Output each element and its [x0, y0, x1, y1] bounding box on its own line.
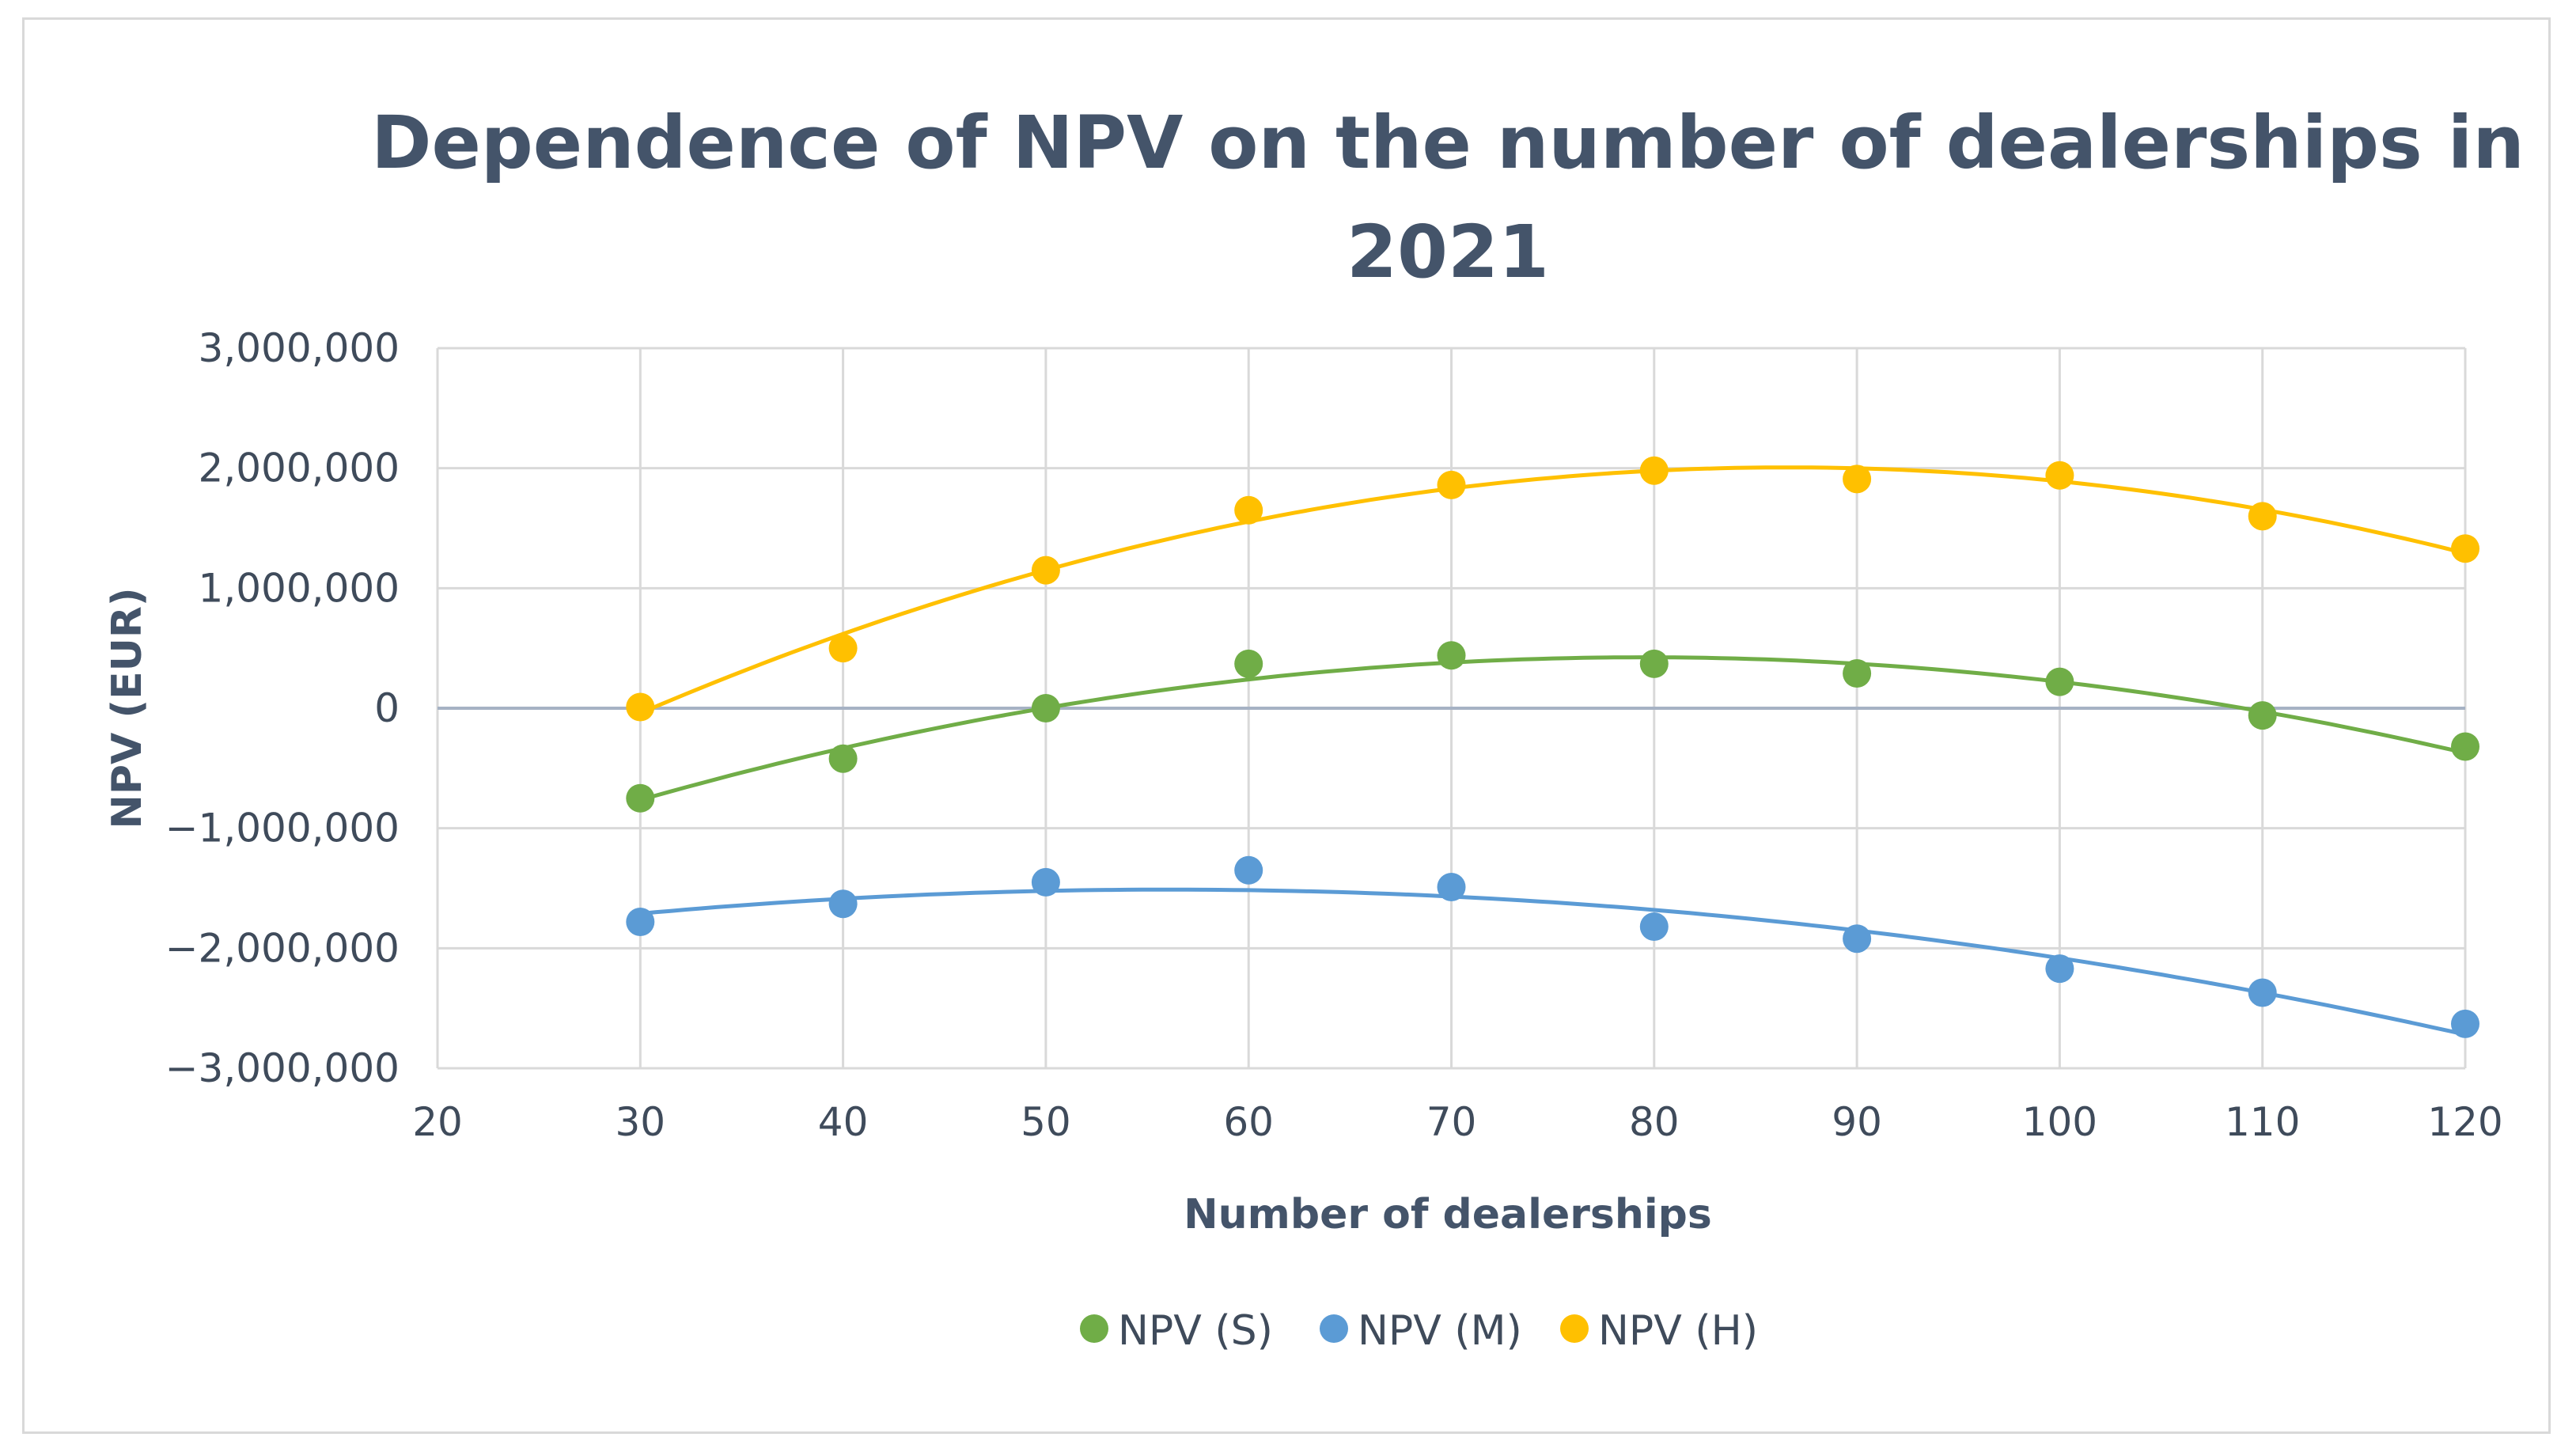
data-point — [1639, 456, 1669, 485]
y-tick-label: 2,000,000 — [199, 446, 400, 491]
data-point — [1639, 912, 1669, 942]
trendline — [639, 465, 2466, 715]
chart-frame — [22, 17, 2551, 1434]
data-point — [828, 889, 858, 919]
y-axis-ticks: 3,000,000 2,000,000 1,000,000 0 −1,000,000 −2… — [165, 325, 400, 1091]
data-point — [2045, 461, 2074, 490]
data-point — [2248, 978, 2277, 1007]
data-point — [1031, 555, 1060, 585]
legend-label: NPV (S) — [1118, 1307, 1273, 1355]
legend-marker — [1320, 1314, 1348, 1343]
x-axis-title: Number of dealerships — [1184, 1191, 1712, 1238]
data-point — [1437, 470, 1466, 499]
data-point — [1234, 855, 1263, 885]
y-tick-label: −3,000,000 — [165, 1045, 400, 1091]
trendline — [640, 887, 2466, 1037]
x-tick-label: 60 — [1223, 1099, 1274, 1145]
data-point — [828, 744, 858, 773]
chart-title: Dependence of NPV on the number of deale… — [371, 100, 2525, 294]
legend-label: NPV (H) — [1598, 1307, 1758, 1355]
data-point — [2451, 1009, 2479, 1038]
data-point — [1843, 924, 1872, 954]
data-point — [2045, 667, 2074, 696]
legend-marker — [1560, 1314, 1589, 1343]
data-point — [1234, 495, 1263, 525]
legend: NPV (S) NPV (M) NPV (H) — [1080, 1307, 1758, 1355]
x-tick-label: 100 — [2022, 1099, 2097, 1145]
data-point — [1234, 649, 1263, 678]
x-tick-label: 120 — [2427, 1099, 2502, 1145]
data-points — [626, 456, 2479, 1038]
x-tick-label: 20 — [412, 1099, 463, 1145]
legend-label: NPV (M) — [1358, 1307, 1522, 1355]
y-tick-label: 0 — [374, 685, 400, 731]
chart-title-line-2: 2021 — [1347, 210, 1549, 294]
x-tick-label: 40 — [818, 1099, 869, 1145]
chart-title-line-1: Dependence of NPV on the number of deale… — [371, 100, 2525, 185]
x-tick-label: 50 — [1021, 1099, 1071, 1145]
data-point — [626, 692, 655, 722]
data-point — [1031, 694, 1060, 722]
y-tick-label: −1,000,000 — [165, 806, 400, 851]
trendline — [639, 655, 2466, 802]
x-axis-ticks: 20 30 40 50 60 70 80 90 100 110 120 — [412, 1099, 2503, 1145]
x-tick-label: 110 — [2225, 1099, 2300, 1145]
data-point — [828, 634, 858, 663]
legend-marker — [1080, 1314, 1108, 1343]
y-axis-title: NPV (EUR) — [104, 587, 151, 828]
x-tick-label: 80 — [1629, 1099, 1680, 1145]
data-point — [1437, 872, 1466, 901]
data-point — [1639, 649, 1669, 678]
data-point — [1031, 867, 1060, 897]
x-tick-label: 90 — [1832, 1099, 1882, 1145]
data-point — [626, 907, 655, 936]
data-point — [1843, 464, 1872, 494]
y-tick-label: 3,000,000 — [199, 325, 400, 371]
y-tick-label: −2,000,000 — [165, 925, 400, 971]
trendlines — [639, 465, 2466, 1037]
data-point — [626, 783, 655, 813]
data-point — [1437, 641, 1466, 670]
data-point — [2248, 701, 2277, 730]
x-tick-label: 70 — [1426, 1099, 1477, 1145]
data-point — [2451, 732, 2479, 761]
data-point — [1843, 659, 1872, 688]
data-point — [2248, 502, 2277, 531]
y-tick-label: 1,000,000 — [199, 565, 400, 611]
data-point — [2451, 534, 2479, 563]
x-tick-label: 30 — [615, 1099, 665, 1145]
data-point — [2045, 954, 2074, 984]
